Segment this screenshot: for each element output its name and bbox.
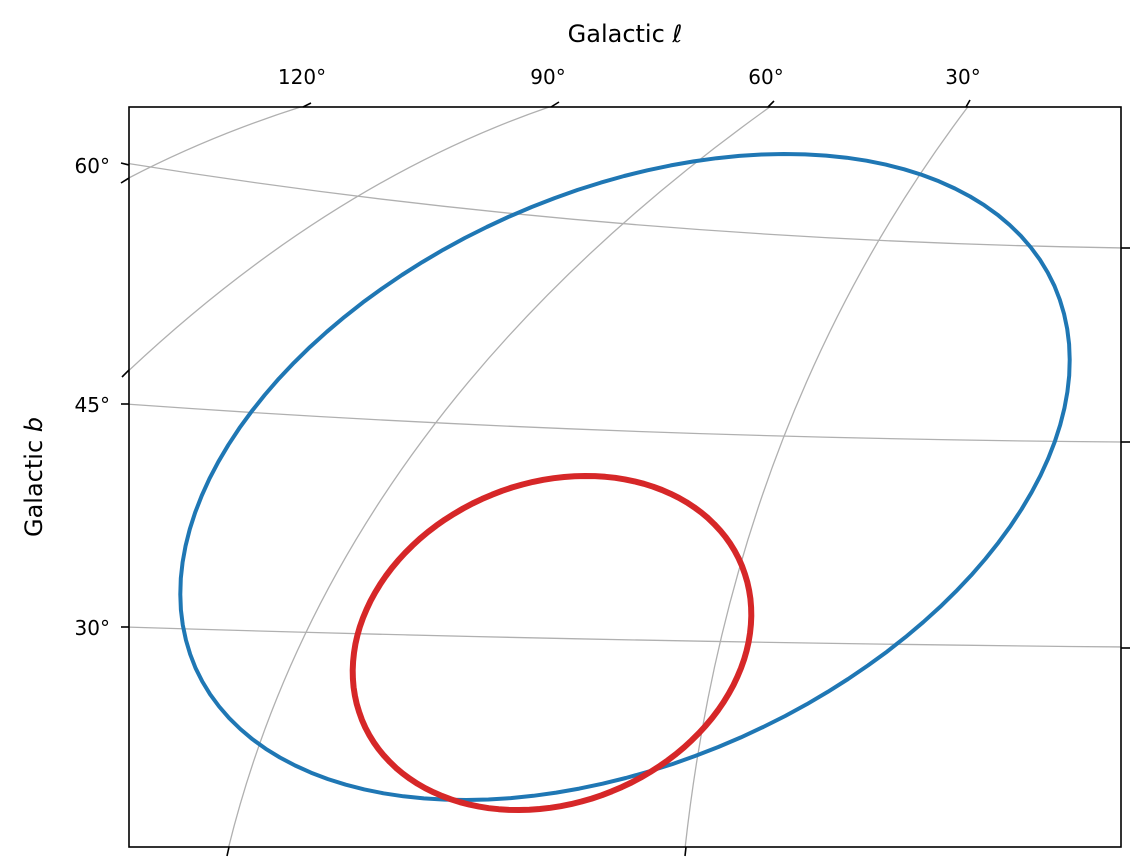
y-tick-label-60: 60° bbox=[75, 154, 110, 178]
x-tick-120 bbox=[302, 102, 312, 108]
grid-line-lon-90 bbox=[129, 107, 552, 372]
series-red-ellipse bbox=[349, 473, 755, 813]
grid-line-lat-30 bbox=[129, 626, 1121, 648]
y-tick-label-30: 30° bbox=[75, 616, 110, 640]
y-tick-60 bbox=[120, 162, 130, 166]
y-axis-title: Galactic b bbox=[20, 417, 48, 537]
x-tick-label-90: 90° bbox=[530, 65, 565, 89]
tick-marks bbox=[120, 99, 1130, 857]
x-tick-label-60: 60° bbox=[748, 65, 783, 89]
grid-line-lon-120 bbox=[129, 107, 303, 179]
x-tick-label-120: 120° bbox=[278, 65, 326, 89]
grid-line-lat-45 bbox=[129, 403, 1121, 443]
x-tick-bottom-a bbox=[226, 846, 230, 857]
grid-line-lon-60 bbox=[228, 107, 771, 847]
y-tick-label-45: 45° bbox=[75, 393, 110, 417]
x-tick-bottom-b bbox=[684, 846, 687, 857]
plot-frame bbox=[128, 106, 1122, 848]
x-tick-90 bbox=[550, 101, 560, 108]
y-tick-lon-90 bbox=[121, 369, 130, 378]
y-tick-lon-120 bbox=[120, 177, 130, 184]
grid-line-lat-60 bbox=[129, 162, 1121, 249]
x-axis-title: Galactic ℓ bbox=[568, 20, 683, 48]
x-tick-label-30: 30° bbox=[945, 65, 980, 89]
x-tick-60 bbox=[767, 100, 775, 108]
series-layer bbox=[178, 152, 1072, 813]
x-tick-30 bbox=[965, 99, 971, 108]
series-blue-ellipse bbox=[178, 152, 1072, 802]
